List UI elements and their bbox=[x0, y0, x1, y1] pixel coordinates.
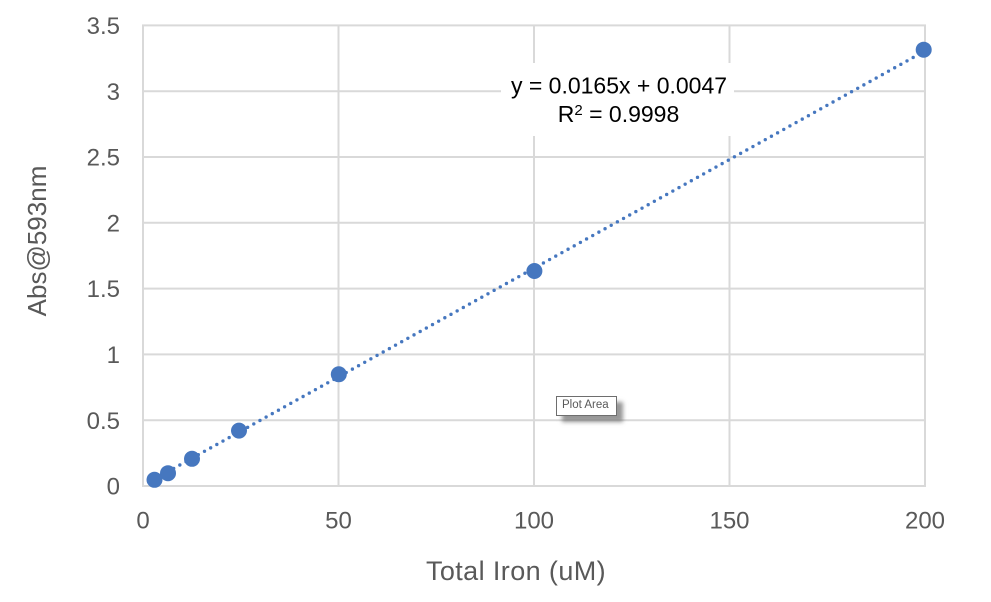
svg-text:200: 200 bbox=[905, 508, 945, 535]
svg-text:R2 = 0.9998: R2 = 0.9998 bbox=[558, 101, 680, 127]
svg-text:3: 3 bbox=[107, 79, 120, 106]
svg-text:Abs@593nm: Abs@593nm bbox=[22, 166, 52, 317]
svg-text:50: 50 bbox=[325, 508, 352, 535]
svg-text:1: 1 bbox=[107, 342, 120, 369]
svg-text:2.5: 2.5 bbox=[87, 145, 120, 172]
svg-text:2: 2 bbox=[107, 210, 120, 237]
svg-text:0: 0 bbox=[136, 508, 149, 535]
svg-text:150: 150 bbox=[709, 508, 749, 535]
svg-text:0.5: 0.5 bbox=[87, 408, 120, 435]
svg-text:y = 0.0165x + 0.0047: y = 0.0165x + 0.0047 bbox=[511, 73, 727, 99]
svg-text:0: 0 bbox=[107, 474, 120, 501]
svg-text:1.5: 1.5 bbox=[87, 276, 120, 303]
svg-text:Total Iron (uM): Total Iron (uM) bbox=[426, 556, 606, 586]
svg-text:3.5: 3.5 bbox=[87, 13, 120, 40]
svg-text:100: 100 bbox=[514, 508, 554, 535]
